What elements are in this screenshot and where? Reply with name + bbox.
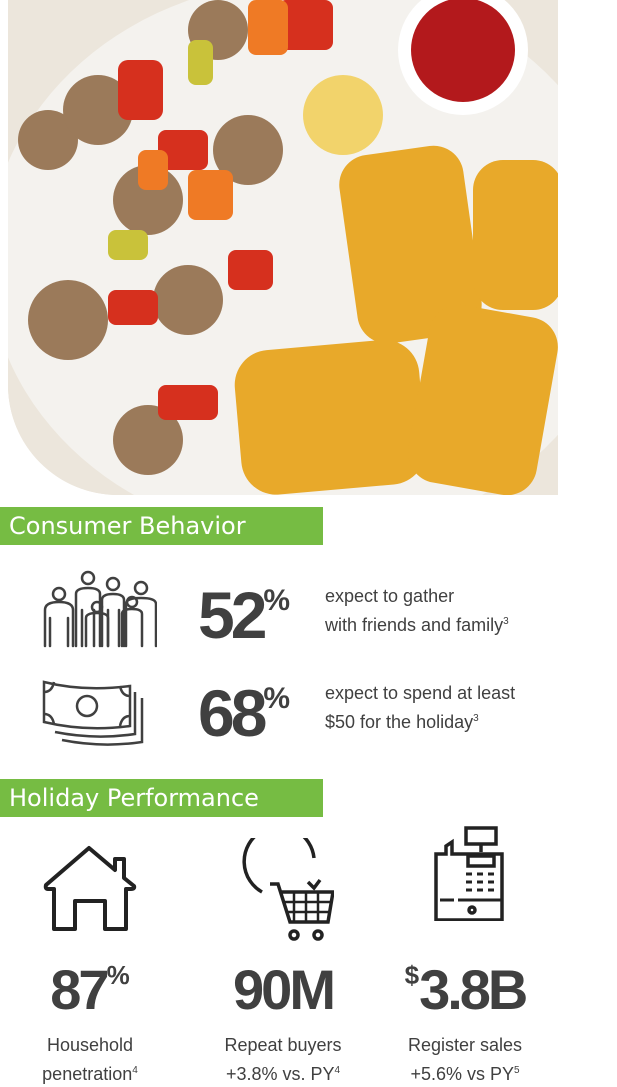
money-icon — [42, 680, 144, 746]
stat-description-gather: expect to gather with friends and family3 — [325, 586, 509, 635]
stat-value-gather: 52% — [198, 578, 291, 652]
stat-label: Household penetration4 — [42, 1035, 138, 1084]
hero-food-photo — [8, 0, 558, 495]
family-icon — [43, 570, 157, 648]
cash-register-icon — [434, 826, 504, 921]
stat-register-sales: $3.8B Register sales +5.6% vs PY5 — [370, 962, 560, 1087]
stat-household-penetration: 87% Household penetration4 — [0, 962, 185, 1087]
stat-value-spend: 68% — [198, 676, 291, 750]
stat-value: $3.8B — [404, 958, 529, 1021]
stat-label: Register sales +5.6% vs PY5 — [407, 1035, 523, 1084]
stat-value: 87% — [50, 958, 130, 1021]
stat-value: 90M — [233, 958, 336, 1021]
house-icon — [43, 846, 137, 931]
section-title-holiday-performance: Holiday Performance — [0, 779, 323, 817]
stat-repeat-buyers: 90M Repeat buyers +3.8% vs. PY4 — [188, 962, 378, 1087]
stat-description-spend: expect to spend at least $50 for the holi… — [325, 683, 516, 732]
repeat-cart-icon — [242, 838, 334, 941]
stat-label: Repeat buyers +3.8% vs. PY4 — [224, 1035, 342, 1084]
section-title-consumer-behavior: Consumer Behavior — [0, 507, 323, 545]
